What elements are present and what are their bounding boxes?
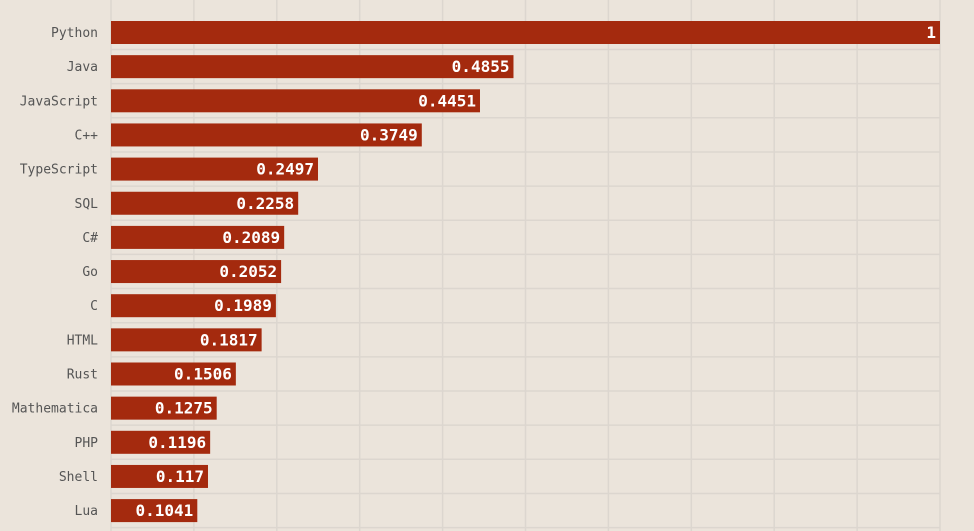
category-label: Mathematica	[12, 402, 98, 417]
value-label: 0.2052	[219, 262, 277, 281]
bar-javascript	[111, 89, 480, 113]
category-label: PHP	[75, 436, 99, 451]
category-label: Lua	[75, 504, 98, 519]
bar-html	[111, 328, 262, 352]
bar-python	[111, 21, 940, 44]
category-label: Shell	[59, 470, 98, 485]
bar-php	[111, 430, 211, 454]
bars	[111, 21, 940, 523]
bar-c-	[111, 123, 422, 147]
category-label: Rust	[67, 368, 98, 383]
category-label: TypeScript	[20, 163, 98, 178]
category-label: Java	[67, 60, 98, 75]
bar-mathematica	[111, 396, 217, 420]
value-label: 0.1506	[174, 365, 232, 384]
value-label: 0.1989	[214, 296, 272, 315]
category-label: C#	[82, 231, 98, 246]
value-label: 0.1817	[200, 330, 258, 349]
bar-c	[111, 294, 276, 318]
category-labels: Python Java JavaScript C++ TypeScript SQL C# Go…	[12, 26, 98, 519]
value-label: 0.2089	[222, 228, 280, 247]
value-label: 0.1196	[148, 433, 206, 452]
value-label: 0.1041	[136, 501, 194, 520]
value-label: 1	[926, 23, 936, 42]
bar-c-	[111, 225, 285, 249]
bar-sql	[111, 191, 299, 215]
value-label: 0.117	[156, 467, 204, 486]
value-label: 0.3749	[360, 125, 418, 144]
category-label: JavaScript	[20, 94, 98, 109]
category-label: Go	[82, 265, 98, 280]
value-label: 0.4451	[418, 91, 476, 110]
bar-java	[111, 55, 514, 79]
value-label: 0.2258	[236, 194, 294, 213]
category-label: HTML	[67, 333, 98, 348]
bar-lua	[111, 499, 198, 523]
category-label: Python	[51, 26, 98, 41]
value-label: 0.4855	[452, 57, 510, 76]
value-label: 0.1275	[155, 399, 213, 418]
bar-typescript	[111, 157, 319, 181]
value-label: 0.2497	[256, 160, 314, 179]
category-label: SQL	[75, 197, 99, 212]
category-label: C	[90, 299, 98, 314]
grid-lines	[110, 0, 941, 531]
bar-shell	[111, 464, 208, 488]
bar-go	[111, 260, 282, 284]
category-label: C++	[75, 128, 99, 143]
bar-rust	[111, 362, 236, 386]
